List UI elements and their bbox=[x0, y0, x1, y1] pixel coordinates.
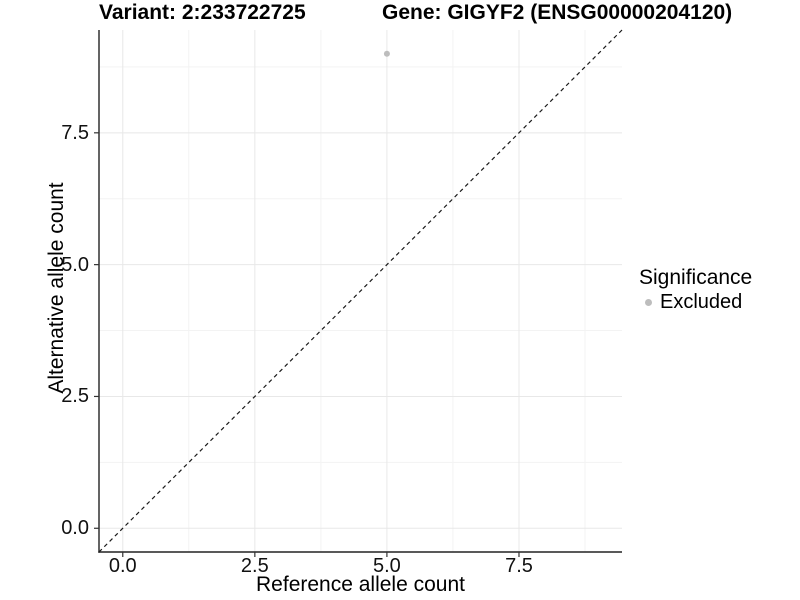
legend-entry-excluded: Excluded bbox=[639, 291, 752, 313]
identity-line bbox=[98, 29, 623, 553]
data-point-excluded bbox=[383, 50, 390, 57]
legend-entry-label: Excluded bbox=[660, 291, 743, 313]
legend: Significance Excluded bbox=[639, 266, 752, 313]
plot-title-variant: Variant: 2:233722725 bbox=[99, 1, 306, 24]
x-tick-label: 2.5 bbox=[240, 555, 269, 577]
plot-title-gene: Gene: GIGYF2 (ENSG00000204120) bbox=[382, 1, 733, 24]
major-gridlines bbox=[99, 30, 622, 552]
x-axis-title: Reference allele count bbox=[256, 573, 465, 596]
minor-gridlines bbox=[99, 30, 622, 552]
legend-title: Significance bbox=[639, 266, 753, 289]
y-axis-title: Alternative allele count bbox=[45, 182, 68, 394]
x-tick-label: 0.0 bbox=[108, 555, 137, 577]
y-tick-label: 2.5 bbox=[61, 385, 89, 408]
x-tick-label: 5.0 bbox=[373, 555, 401, 577]
y-tick-label: 0.0 bbox=[61, 517, 89, 540]
identity-reference-line bbox=[98, 29, 623, 553]
data-points bbox=[383, 50, 390, 57]
axis-lines bbox=[98, 30, 622, 553]
y-tick-label: 5.0 bbox=[61, 253, 89, 276]
excluded-marker-icon bbox=[645, 298, 652, 306]
tick-marks bbox=[94, 132, 520, 557]
x-tick-label: 7.5 bbox=[505, 555, 533, 577]
y-tick-label: 7.5 bbox=[61, 121, 89, 144]
